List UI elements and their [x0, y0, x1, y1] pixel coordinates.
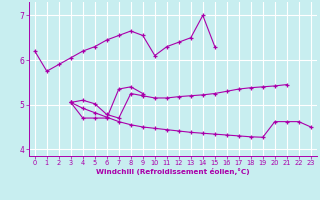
- X-axis label: Windchill (Refroidissement éolien,°C): Windchill (Refroidissement éolien,°C): [96, 168, 250, 175]
